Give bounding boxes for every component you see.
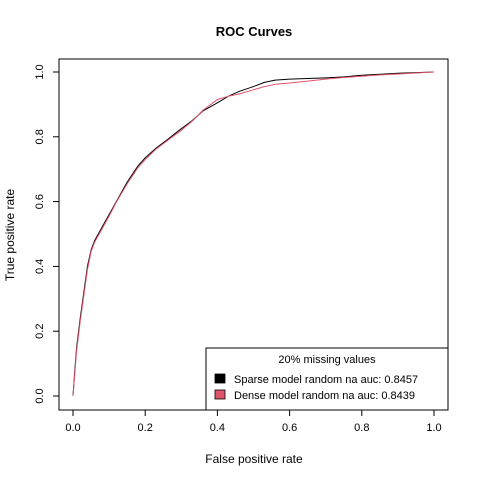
- y-axis: 0.0 0.2 0.4 0.6 0.8 1.0: [34, 64, 59, 404]
- y-tick-label: 0.2: [34, 324, 46, 339]
- y-tick-label: 0.6: [34, 194, 46, 209]
- legend-box: [205, 347, 449, 411]
- chart-title: ROC Curves: [216, 24, 293, 39]
- x-tick-label: 1.0: [426, 422, 441, 434]
- y-tick-label: 0.0: [34, 388, 46, 403]
- x-tick-label: 0.2: [138, 422, 153, 434]
- y-tick-label: 1.0: [34, 64, 46, 79]
- legend-title: 20% missing values: [278, 354, 376, 366]
- x-axis-label: False positive rate: [205, 452, 303, 466]
- y-tick-label: 0.4: [34, 259, 46, 274]
- y-tick-label: 0.8: [34, 129, 46, 144]
- x-tick-label: 0.0: [65, 422, 80, 434]
- series-line-sparse: [72, 71, 435, 397]
- series-layer: [72, 71, 435, 397]
- legend-swatch-dense: [214, 389, 226, 400]
- legend-swatch-sparse: [214, 373, 226, 384]
- series-line-dense: [72, 71, 435, 397]
- legend-entry-sparse: Sparse model random na auc: 0.8457: [234, 374, 418, 386]
- x-tick-label: 0.6: [282, 422, 297, 434]
- legend-entry-dense: Dense model random na auc: 0.8439: [234, 390, 415, 402]
- x-tick-label: 0.4: [210, 422, 225, 434]
- y-axis-label: True positive rate: [3, 189, 17, 282]
- x-axis: 0.0 0.2 0.4 0.6 0.8 1.0: [65, 410, 442, 434]
- legend: 20% missing values Sparse model random n…: [205, 347, 449, 411]
- x-tick-label: 0.8: [354, 422, 369, 434]
